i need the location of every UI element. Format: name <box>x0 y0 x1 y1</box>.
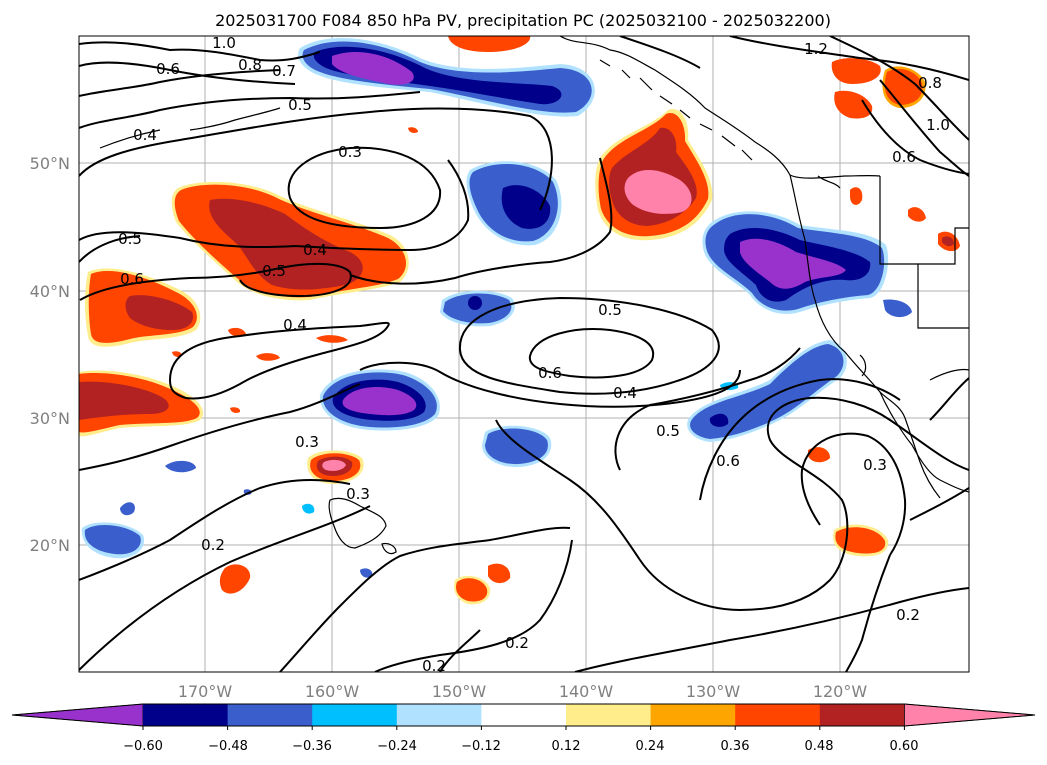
contour-labels: 1.0 0.8 0.7 0.6 0.5 0.4 1.2 0.8 1.0 0.6 … <box>118 34 950 675</box>
coastlines <box>99 36 969 555</box>
contour-label: 0.5 <box>598 301 622 319</box>
colorbar-ticks: −0.60 −0.48 −0.36 −0.24 −0.12 0.12 0.24 … <box>123 739 918 754</box>
contour-label: 0.6 <box>892 148 916 166</box>
contour-label: 0.4 <box>133 126 157 144</box>
lat-label: 50°N <box>30 154 70 173</box>
colorbar-tick-label: 0.24 <box>636 739 665 754</box>
precip-negative-anomalies <box>81 37 912 578</box>
colorbar: −0.60 −0.48 −0.36 −0.24 −0.12 0.12 0.24 … <box>11 703 1036 754</box>
colorbar-tick-label: −0.12 <box>461 739 501 754</box>
longitude-labels: 170°W 160°W 150°W 140°W 130°W 120°W <box>178 682 868 701</box>
map-frame <box>78 35 970 673</box>
map-content: 1.0 0.8 0.7 0.6 0.5 0.4 1.2 0.8 1.0 0.6 … <box>79 34 969 675</box>
contour-label: 0.3 <box>863 456 887 474</box>
contour-label: 0.2 <box>422 657 446 675</box>
contour-label: 0.2 <box>201 536 225 554</box>
lat-label: 30°N <box>30 409 70 428</box>
colorbar-segment <box>227 704 313 726</box>
colorbar-tick-label: 0.12 <box>552 739 581 754</box>
contour-label: 0.6 <box>120 270 144 288</box>
contour-label: 0.8 <box>238 56 262 74</box>
latitude-labels: 50°N 40°N 30°N 20°N <box>30 154 70 555</box>
colorbar-tick-label: 0.60 <box>890 739 919 754</box>
contour-label: 0.3 <box>338 143 362 161</box>
colorbar-segment <box>819 704 905 726</box>
contour-label: 0.6 <box>716 452 740 470</box>
colorbar-extend-min <box>11 703 144 727</box>
figure-title: 2025031700 F084 850 hPa PV, precipitatio… <box>215 11 831 30</box>
colorbar-tick-label: −0.24 <box>377 739 417 754</box>
contour-label: 0.5 <box>262 262 286 280</box>
contour-label: 0.8 <box>918 74 942 92</box>
contour-label: 0.3 <box>346 485 370 503</box>
contour-label: 0.4 <box>283 316 307 334</box>
colorbar-extend-max <box>904 703 1036 727</box>
colorbar-tick-label: −0.60 <box>123 739 163 754</box>
colorbar-segment <box>481 704 567 726</box>
colorbar-tick-label: −0.36 <box>292 739 332 754</box>
lon-label: 160°W <box>305 682 360 701</box>
lat-label: 20°N <box>30 536 70 555</box>
colorbar-tick-label: 0.36 <box>721 739 750 754</box>
contour-label: 0.6 <box>538 364 562 382</box>
contour-label: 1.2 <box>804 40 828 58</box>
colorbar-tick-label: 0.48 <box>805 739 834 754</box>
contour-label: 0.5 <box>118 230 142 248</box>
contour-label: 0.4 <box>613 384 637 402</box>
contour-label: 1.0 <box>212 34 236 52</box>
lon-label: 170°W <box>178 682 233 701</box>
contour-label: 0.4 <box>303 241 327 259</box>
colorbar-tick-label: −0.48 <box>208 739 248 754</box>
contour-label: 0.5 <box>288 96 312 114</box>
contour-label: 1.0 <box>926 116 950 134</box>
colorbar-segment <box>396 704 482 726</box>
colorbar-segment <box>143 704 229 726</box>
contour-label: 0.2 <box>896 606 920 624</box>
lon-label: 120°W <box>813 682 868 701</box>
contour-label: 0.2 <box>505 634 529 652</box>
lon-label: 140°W <box>559 682 614 701</box>
colorbar-segment <box>735 704 821 726</box>
colorbar-segment <box>566 704 652 726</box>
contour-label: 0.3 <box>295 433 319 451</box>
lon-label: 150°W <box>432 682 487 701</box>
colorbar-segments <box>11 703 1036 730</box>
lat-label: 40°N <box>30 282 70 301</box>
lon-label: 130°W <box>686 682 741 701</box>
contour-label: 0.5 <box>656 422 680 440</box>
contour-label: 0.6 <box>156 60 180 78</box>
colorbar-segment <box>312 704 398 726</box>
colorbar-segment <box>650 704 736 726</box>
contour-label: 0.7 <box>272 62 296 80</box>
pv-contours <box>79 36 969 672</box>
precip-positive-anomalies <box>79 36 960 605</box>
